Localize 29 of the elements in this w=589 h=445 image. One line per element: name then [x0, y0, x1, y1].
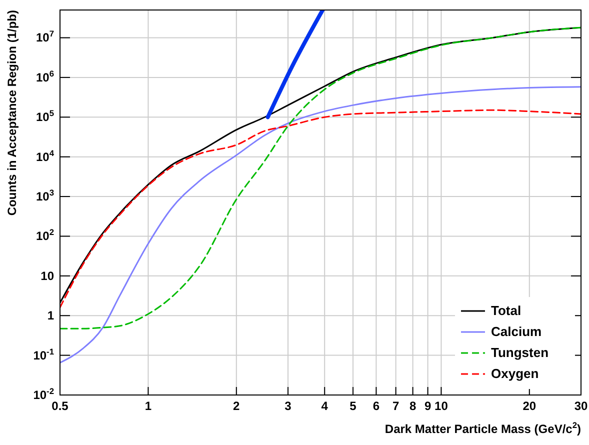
y-tick-label: 1 [47, 308, 54, 323]
x-tick-label: 7 [392, 399, 400, 413]
y-tick-label: 10$^{6}$ [36, 68, 54, 84]
x-tick-label: 1 [144, 399, 152, 413]
y-tick-label: 10$^{-1}$ [33, 346, 54, 362]
y-tick-label: 10$^{2}$ [36, 227, 54, 244]
y-tick-label: 10$^{-2}$ [33, 386, 54, 402]
x-tick-label: 0.5 [52, 399, 69, 413]
legend-label: Total [491, 303, 522, 318]
y-tick-label: 10$^{3}$ [36, 188, 54, 204]
x-tick-label: 4 [321, 399, 328, 413]
x-axis-title: Dark Matter Particle Mass (GeV/c$^{2}$) [384, 420, 581, 436]
x-tick-label: 20 [522, 399, 536, 413]
y-axis-title: Counts in Acceptance Region (1/pb) [5, 10, 19, 216]
x-tick-label: 8 [409, 399, 416, 413]
y-tick-label: 10$^{5}$ [36, 108, 54, 124]
x-tick-label: 5 [350, 399, 357, 413]
x-tick-label: 2 [233, 399, 240, 413]
legend-label: Oxygen [491, 366, 539, 381]
x-tick-label: 6 [372, 399, 380, 413]
x-tick-label: 9 [424, 399, 432, 413]
legend-label: Calcium [491, 324, 542, 339]
x-tick-label: 30 [574, 399, 588, 413]
y-tick-label: 10 [40, 268, 54, 283]
x-tick-label: 10 [434, 399, 448, 413]
x-tick-label: 3 [284, 399, 292, 413]
y-tick-label: 10$^{4}$ [36, 148, 54, 164]
y-tick-label: 10$^{7}$ [36, 28, 54, 45]
legend-label: Tungsten [491, 345, 549, 360]
